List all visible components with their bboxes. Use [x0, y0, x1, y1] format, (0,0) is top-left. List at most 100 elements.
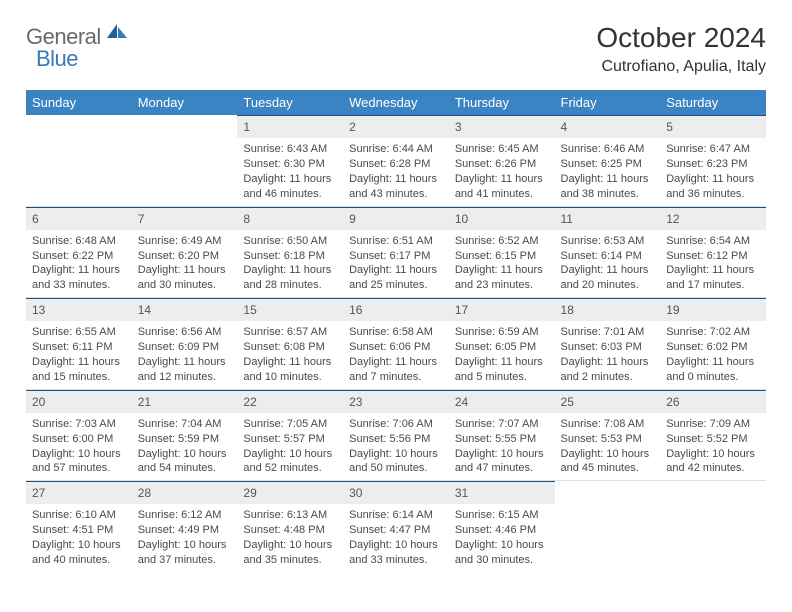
sunrise-line: Sunrise: 7:03 AM	[32, 417, 126, 432]
calendar-day-cell: ..	[132, 115, 238, 206]
day-number: 5	[660, 115, 766, 139]
day-body: Sunrise: 6:54 AMSunset: 6:12 PMDaylight:…	[660, 231, 766, 297]
sunset-line: Sunset: 5:53 PM	[561, 432, 655, 447]
day-number: 11	[555, 207, 661, 231]
day-number: 20	[26, 390, 132, 414]
day-body: Sunrise: 6:56 AMSunset: 6:09 PMDaylight:…	[132, 322, 238, 388]
sunset-line: Sunset: 4:48 PM	[243, 523, 337, 538]
weekday-header: Friday	[555, 90, 661, 115]
daylight-line: Daylight: 11 hours and 33 minutes.	[32, 263, 126, 293]
title-block: October 2024 Cutrofiano, Apulia, Italy	[596, 22, 766, 76]
day-number: 28	[132, 481, 238, 505]
month-title: October 2024	[596, 22, 766, 54]
daylight-line: Daylight: 11 hours and 28 minutes.	[243, 263, 337, 293]
day-number: 26	[660, 390, 766, 414]
calendar-day-cell: 29Sunrise: 6:13 AMSunset: 4:48 PMDayligh…	[237, 481, 343, 572]
sunrise-line: Sunrise: 6:59 AM	[455, 325, 549, 340]
day-body: Sunrise: 7:05 AMSunset: 5:57 PMDaylight:…	[237, 414, 343, 480]
day-body: Sunrise: 6:14 AMSunset: 4:47 PMDaylight:…	[343, 505, 449, 571]
day-number: 24	[449, 390, 555, 414]
sunrise-line: Sunrise: 7:02 AM	[666, 325, 760, 340]
calendar-day-cell: 25Sunrise: 7:08 AMSunset: 5:53 PMDayligh…	[555, 389, 661, 481]
sunset-line: Sunset: 4:49 PM	[138, 523, 232, 538]
sunset-line: Sunset: 6:26 PM	[455, 157, 549, 172]
day-body: Sunrise: 6:51 AMSunset: 6:17 PMDaylight:…	[343, 231, 449, 297]
sunrise-line: Sunrise: 6:15 AM	[455, 508, 549, 523]
weekday-header: Monday	[132, 90, 238, 115]
calendar-day-cell: 28Sunrise: 6:12 AMSunset: 4:49 PMDayligh…	[132, 481, 238, 572]
sunset-line: Sunset: 4:47 PM	[349, 523, 443, 538]
calendar-day-cell: 16Sunrise: 6:58 AMSunset: 6:06 PMDayligh…	[343, 298, 449, 390]
weekday-header: Wednesday	[343, 90, 449, 115]
sunrise-line: Sunrise: 7:07 AM	[455, 417, 549, 432]
sunrise-line: Sunrise: 7:04 AM	[138, 417, 232, 432]
day-number: 25	[555, 390, 661, 414]
sunset-line: Sunset: 6:11 PM	[32, 340, 126, 355]
calendar-day-cell: 27Sunrise: 6:10 AMSunset: 4:51 PMDayligh…	[26, 481, 132, 572]
calendar-day-cell: 8Sunrise: 6:50 AMSunset: 6:18 PMDaylight…	[237, 206, 343, 298]
day-number: 7	[132, 207, 238, 231]
day-body: Sunrise: 6:59 AMSunset: 6:05 PMDaylight:…	[449, 322, 555, 388]
day-number: 6	[26, 207, 132, 231]
weekday-header: Tuesday	[237, 90, 343, 115]
brand-text-blue: Blue	[36, 46, 78, 71]
calendar-day-cell: 3Sunrise: 6:45 AMSunset: 6:26 PMDaylight…	[449, 115, 555, 206]
day-body: Sunrise: 6:44 AMSunset: 6:28 PMDaylight:…	[343, 139, 449, 205]
day-body: Sunrise: 6:48 AMSunset: 6:22 PMDaylight:…	[26, 231, 132, 297]
calendar-day-cell: 15Sunrise: 6:57 AMSunset: 6:08 PMDayligh…	[237, 298, 343, 390]
day-body: Sunrise: 6:52 AMSunset: 6:15 PMDaylight:…	[449, 231, 555, 297]
sunset-line: Sunset: 5:56 PM	[349, 432, 443, 447]
calendar-day-cell: 22Sunrise: 7:05 AMSunset: 5:57 PMDayligh…	[237, 389, 343, 481]
calendar-day-cell: 24Sunrise: 7:07 AMSunset: 5:55 PMDayligh…	[449, 389, 555, 481]
day-number: 27	[26, 481, 132, 505]
daylight-line: Daylight: 11 hours and 43 minutes.	[349, 172, 443, 202]
calendar-day-cell: 30Sunrise: 6:14 AMSunset: 4:47 PMDayligh…	[343, 481, 449, 572]
calendar-day-cell: 17Sunrise: 6:59 AMSunset: 6:05 PMDayligh…	[449, 298, 555, 390]
daylight-line: Daylight: 10 hours and 57 minutes.	[32, 447, 126, 477]
calendar-day-cell: 12Sunrise: 6:54 AMSunset: 6:12 PMDayligh…	[660, 206, 766, 298]
day-number: 23	[343, 390, 449, 414]
sunset-line: Sunset: 6:00 PM	[32, 432, 126, 447]
day-number: 16	[343, 298, 449, 322]
day-number: 4	[555, 115, 661, 139]
sunset-line: Sunset: 5:57 PM	[243, 432, 337, 447]
sunset-line: Sunset: 6:17 PM	[349, 249, 443, 264]
sunrise-line: Sunrise: 7:01 AM	[561, 325, 655, 340]
daylight-line: Daylight: 10 hours and 47 minutes.	[455, 447, 549, 477]
sail-icon	[105, 22, 129, 45]
calendar-day-cell: 9Sunrise: 6:51 AMSunset: 6:17 PMDaylight…	[343, 206, 449, 298]
sunrise-line: Sunrise: 6:51 AM	[349, 234, 443, 249]
sunset-line: Sunset: 6:23 PM	[666, 157, 760, 172]
sunrise-line: Sunrise: 6:52 AM	[455, 234, 549, 249]
day-body: Sunrise: 6:15 AMSunset: 4:46 PMDaylight:…	[449, 505, 555, 571]
day-number: 8	[237, 207, 343, 231]
calendar-day-cell: 31Sunrise: 6:15 AMSunset: 4:46 PMDayligh…	[449, 481, 555, 572]
day-body: Sunrise: 6:57 AMSunset: 6:08 PMDaylight:…	[237, 322, 343, 388]
day-number: 19	[660, 298, 766, 322]
weekday-header: Thursday	[449, 90, 555, 115]
sunrise-line: Sunrise: 6:43 AM	[243, 142, 337, 157]
daylight-line: Daylight: 10 hours and 50 minutes.	[349, 447, 443, 477]
sunrise-line: Sunrise: 6:13 AM	[243, 508, 337, 523]
sunset-line: Sunset: 4:46 PM	[455, 523, 549, 538]
sunrise-line: Sunrise: 6:14 AM	[349, 508, 443, 523]
daylight-line: Daylight: 10 hours and 37 minutes.	[138, 538, 232, 568]
daylight-line: Daylight: 10 hours and 35 minutes.	[243, 538, 337, 568]
day-body: Sunrise: 7:02 AMSunset: 6:02 PMDaylight:…	[660, 322, 766, 388]
sunrise-line: Sunrise: 6:50 AM	[243, 234, 337, 249]
calendar-day-cell: 19Sunrise: 7:02 AMSunset: 6:02 PMDayligh…	[660, 298, 766, 390]
sunset-line: Sunset: 6:30 PM	[243, 157, 337, 172]
daylight-line: Daylight: 11 hours and 25 minutes.	[349, 263, 443, 293]
sunrise-line: Sunrise: 6:46 AM	[561, 142, 655, 157]
day-number: 3	[449, 115, 555, 139]
sunset-line: Sunset: 6:12 PM	[666, 249, 760, 264]
daylight-line: Daylight: 10 hours and 30 minutes.	[455, 538, 549, 568]
calendar-day-cell: 14Sunrise: 6:56 AMSunset: 6:09 PMDayligh…	[132, 298, 238, 390]
day-body: Sunrise: 6:49 AMSunset: 6:20 PMDaylight:…	[132, 231, 238, 297]
daylight-line: Daylight: 11 hours and 0 minutes.	[666, 355, 760, 385]
day-number: 18	[555, 298, 661, 322]
day-number: 12	[660, 207, 766, 231]
sunset-line: Sunset: 6:14 PM	[561, 249, 655, 264]
daylight-line: Daylight: 11 hours and 7 minutes.	[349, 355, 443, 385]
calendar-week-row: 20Sunrise: 7:03 AMSunset: 6:00 PMDayligh…	[26, 389, 766, 481]
